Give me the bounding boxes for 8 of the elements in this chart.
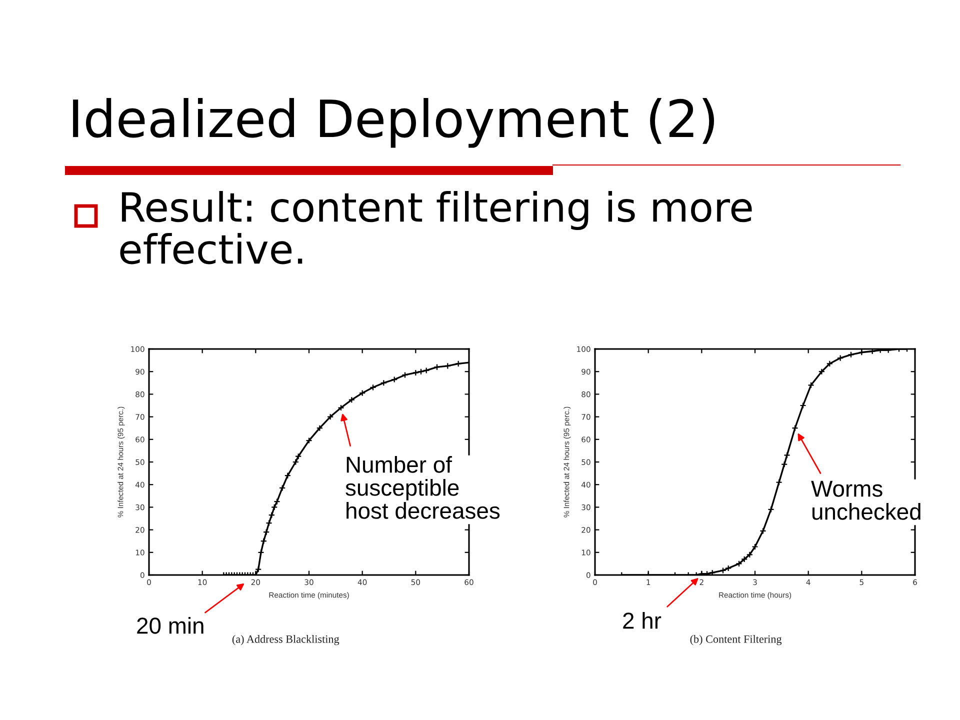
text: Result: content filtering is more effective. <box>120 191 752 264</box>
text: (b) Content Filtering <box>690 635 782 646</box>
text: (a) Address Blacklisting <box>232 635 340 646</box>
annotation: Number of susceptible host decreases <box>346 456 500 519</box>
annotation: 2 hr <box>623 612 662 629</box>
annotation: Worms unchecked <box>811 480 920 520</box>
text: Idealized Deployment (2) <box>73 98 714 148</box>
annotation: 20 min <box>137 617 204 634</box>
